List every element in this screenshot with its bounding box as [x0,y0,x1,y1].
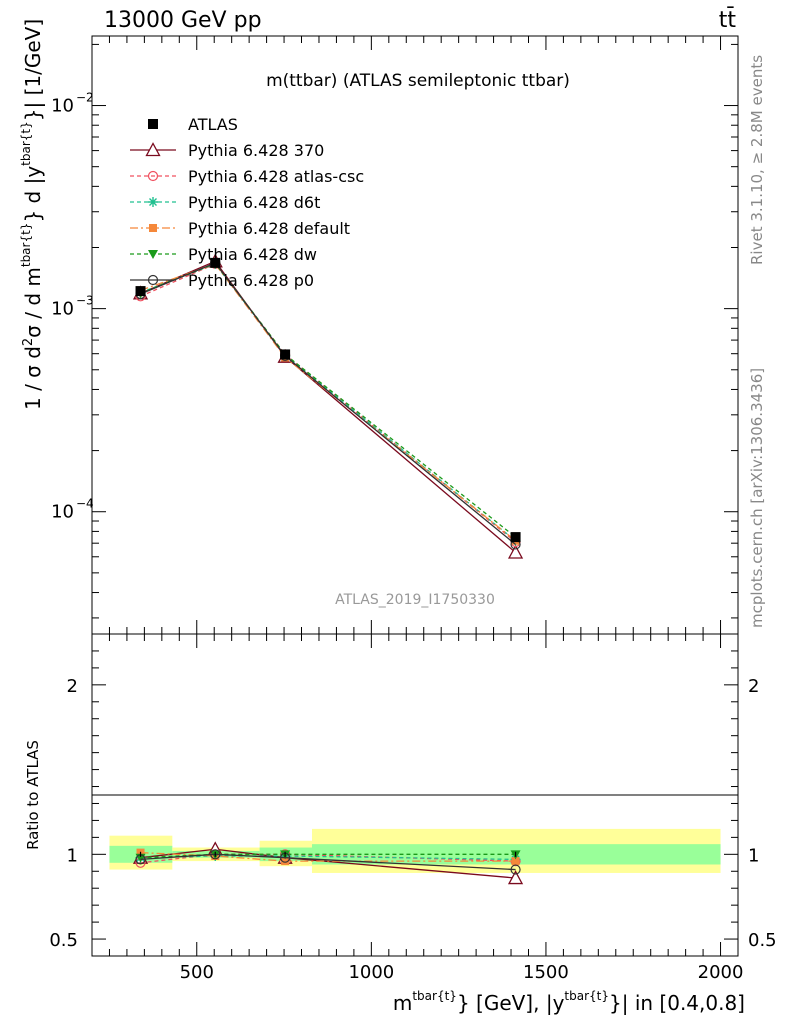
svg-text:1 / σ d2σ / d mtbar{t}} d |ytb: 1 / σ d2σ / d mtbar{t}} d |ytbar{t}}| [1… [19,19,45,410]
main-y-tick-exponent: −2 [76,91,94,105]
header-process-label: tt̄ [719,7,737,33]
legend-entry-label: Pythia 6.428 d6t [188,193,320,212]
ratio-y-tick-label-right: 0.5 [748,930,777,951]
main-y-tick-label: 10 [51,96,74,117]
x-axis-label: mtbar{t}} [GeV], |ytbar{t}}| in [0.4,0.8… [393,989,745,1015]
ratio-point-3 [511,857,520,866]
svg-text:mtbar{t}} [GeV], |ytbar{t}}| i: mtbar{t}} [GeV], |ytbar{t}}| in [0.4,0.8… [393,989,745,1015]
series-line-1 [140,263,516,543]
atlas-data-point [280,349,291,360]
ratio-y-tick-label-right: 1 [748,845,759,866]
atlas-data-point [210,257,221,268]
main-axis-ticks: 10−410−310−2 [51,36,738,634]
rivet-version-label: Rivet 3.1.10, ≥ 2.8M events [748,55,766,265]
x-tick-label: 1500 [523,962,569,983]
legend-entry-label: Pythia 6.428 p0 [188,271,314,290]
series-line-5 [140,262,516,545]
legend-entry-label: Pythia 6.428 dw [188,245,317,264]
legend-entry-label: Pythia 6.428 370 [188,141,324,160]
series-line-3 [140,263,516,542]
x-tick-label: 2000 [698,962,744,983]
atlas-data-group [135,257,521,543]
legend-marker [148,197,158,207]
ratio-plot-frame [91,633,739,957]
atlas-data-point [135,286,146,297]
legend-marker [147,170,159,182]
header-energy-label: 13000 GeV pp [104,8,262,33]
mcplots-label: mcplots.cern.ch [arXiv:1306.3436] [748,368,766,628]
plot-title: m(ttbar) (ATLAS semileptonic ttbar) [266,71,570,91]
main-y-axis-label: 1 / σ d2σ / d mtbar{t}} d |ytbar{t}}| [1… [19,19,45,410]
ratio-y-tick-label-right: 2 [748,676,759,697]
ratio-line-3 [140,851,516,862]
main-plot-panel: 10−410−310−2 m(ttbar) (ATLAS semileptoni… [51,35,739,635]
analysis-watermark: ATLAS_2019_I1750330 [335,592,495,608]
ratio-y-tick-label-left: 1 [67,845,78,866]
main-series-group [132,253,524,559]
x-tick-label: 1000 [348,962,394,983]
ratio-series-group [132,841,524,885]
ratio-point-5 [210,849,221,860]
legend-entry-label: ATLAS [188,115,238,134]
main-y-tick-exponent: −4 [76,497,94,511]
ratio-line-4 [140,853,516,859]
series-line-0 [140,260,516,553]
ratio-point-0 [507,870,524,885]
ratio-line-0 [140,848,516,879]
main-y-tick-label: 10 [51,299,74,320]
ratio-y-tick-label-left: 0.5 [49,930,78,951]
ratio-line-5 [140,853,516,871]
legend-marker [149,224,157,232]
ratio-point-5 [510,864,521,875]
main-y-tick-exponent: −3 [76,294,94,308]
legend-entry-label: Pythia 6.428 atlas-csc [188,167,364,186]
legend-marker [145,142,161,157]
legend-entry-label: Pythia 6.428 default [188,219,350,238]
legend-marker [148,119,158,129]
ratio-point-3 [281,857,290,866]
series-point-0 [507,544,524,559]
ratio-y-tick-label-left: 2 [67,676,78,697]
legend: ATLAS Pythia 6.428 370 Pythia 6.428 atlas-… [130,115,364,290]
atlas-data-point [510,532,521,543]
ratio-y-axis-label: Ratio to ATLAS [24,740,42,850]
legend-marker [147,274,159,286]
x-tick-label: 500 [180,962,214,983]
main-y-tick-label: 10 [51,502,74,523]
legend-marker [148,250,158,259]
